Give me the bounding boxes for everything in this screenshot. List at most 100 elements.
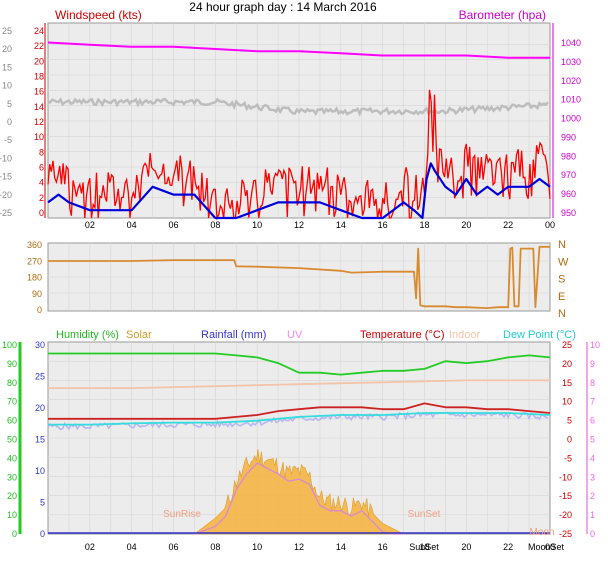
legend-rainfall: Rainfall (mm) (201, 329, 266, 341)
temp-scale-tick-label: 5 (7, 99, 12, 109)
direction-series-line (48, 245, 550, 310)
wind-tick-label: 8 (39, 147, 44, 157)
moon-label: Moon (529, 527, 554, 538)
wind-tick-label: 20 (34, 56, 44, 66)
x-tick-label: 10 (252, 220, 262, 230)
x-tick-label: 04 (127, 220, 137, 230)
baro-tick-label: 1040 (561, 38, 581, 48)
wind-tick-label: 4 (39, 178, 44, 188)
x-tick-label: 00 (545, 220, 555, 230)
temperature-tick-label: 20 (562, 359, 572, 369)
indoor-series-line (48, 379, 550, 390)
x-tick-label: 02 (85, 220, 95, 230)
direction-tick-label: 360 (27, 240, 42, 250)
temperature-tick-label: -15 (559, 491, 572, 501)
x-tick-label: 14 (336, 220, 346, 230)
x-tick-label: 00 (545, 542, 555, 552)
wind-tick-label: 2 (39, 193, 44, 203)
x-tick-label: 06 (168, 220, 178, 230)
x-tick-label: 10 (252, 542, 262, 552)
x-tick-label: 08 (210, 542, 220, 552)
temperature-series-line (48, 402, 551, 420)
humidity-tick-label: 60 (7, 416, 17, 426)
baro-tick-label: 950 (561, 208, 576, 218)
solar-area (193, 449, 404, 535)
temp-scale-tick-label: -15 (0, 172, 12, 182)
temperature-tick-label: -5 (564, 453, 572, 463)
uv-tick-label: 5 (590, 435, 595, 445)
uv-tick-label: 9 (590, 359, 595, 369)
sunrise-label: SunRise (163, 509, 201, 520)
temperature-tick-label: -10 (559, 472, 572, 482)
rain-tick-label: 25 (35, 372, 45, 382)
uv-tick-label: 2 (590, 491, 595, 501)
x-tick-label: 12 (294, 220, 304, 230)
compass-letter: N (558, 308, 566, 320)
temp-scale-tick-label: -5 (4, 135, 12, 145)
humidity-series-line (48, 352, 551, 376)
windspeed-series-line (47, 162, 551, 220)
wind-tick-label: 6 (39, 163, 44, 173)
humidity-tick-label: 10 (7, 510, 17, 520)
x-tick-label: 12 (294, 542, 304, 552)
uv-tick-label: 7 (590, 397, 595, 407)
temperature-tick-label: 10 (562, 397, 572, 407)
baro-tick-label: 990 (561, 132, 576, 142)
baro-tick-label: 1020 (561, 76, 581, 86)
baro-tick-label: 980 (561, 151, 576, 161)
baro-tick-label: 960 (561, 189, 576, 199)
temp-scale-tick-label: -10 (0, 153, 12, 163)
wind-tick-label: 12 (34, 117, 44, 127)
humidity-tick-label: 0 (12, 529, 17, 539)
baro-tick-label: 1010 (561, 95, 581, 105)
x-tick-label: 18 (419, 542, 429, 552)
wind-tick-label: 22 (34, 41, 44, 51)
x-tick-label: 06 (168, 542, 178, 552)
baro-tick-label: 1030 (561, 57, 581, 67)
humidity-tick-label: 80 (7, 378, 17, 388)
legend-solar: Solar (126, 329, 152, 341)
barometer-label: Barometer (hpa) (459, 8, 546, 22)
temp-scale-tick-label: 15 (2, 62, 12, 72)
wind-tick-label: 0 (39, 208, 44, 218)
wind-tick-label: 18 (34, 72, 44, 82)
bottom-moonset-label: MoonSet (528, 542, 565, 552)
dewpoint-series-line (48, 412, 551, 426)
legend-dewpoint: Dew Point (°C) (503, 329, 576, 341)
humidity-tick-label: 50 (7, 435, 17, 445)
direction-tick-label: 270 (27, 256, 42, 266)
barometer-series-line (47, 41, 550, 59)
legend-uv: UV (287, 329, 303, 341)
legend-humidity: Humidity (%) (56, 329, 119, 341)
x-tick-label: 16 (378, 542, 388, 552)
uv-tick-label: 6 (590, 416, 595, 426)
temperature-tick-label: -25 (559, 529, 572, 539)
x-tick-label: 16 (378, 220, 388, 230)
uv-tick-label: 1 (590, 510, 595, 520)
uv-tick-label: 10 (590, 340, 600, 350)
uv-tick-label: 3 (590, 472, 595, 482)
windspeed-label: Windspeed (kts) (55, 8, 142, 22)
temperature-tick-label: 25 (562, 340, 572, 350)
direction-tick-label: 0 (37, 305, 42, 315)
temperature-tick-label: -20 (559, 510, 572, 520)
uv-tick-label: 4 (590, 453, 595, 463)
compass-letter: S (558, 274, 565, 286)
humidity-tick-label: 20 (7, 491, 17, 501)
rain-tick-label: 5 (40, 498, 45, 508)
wind-tick-label: 10 (34, 132, 44, 142)
temp-scale-tick-label: 10 (2, 81, 12, 91)
rain-tick-label: 15 (35, 435, 45, 445)
uv-tick-label: 8 (590, 378, 595, 388)
gust-series-line (47, 89, 551, 221)
wind-barometer-panel: Windspeed (kts) Barometer (hpa) 24222018… (0, 8, 581, 230)
compass-letter: W (558, 256, 569, 268)
x-tick-label: 18 (419, 220, 429, 230)
temperature-tick-label: 5 (567, 416, 572, 426)
rain-tick-label: 30 (35, 340, 45, 350)
temp-scale-tick-label: 20 (2, 44, 12, 54)
x-tick-label: 02 (85, 542, 95, 552)
temp-scale-tick-label: -20 (0, 190, 12, 200)
humidity-tick-label: 30 (7, 472, 17, 482)
